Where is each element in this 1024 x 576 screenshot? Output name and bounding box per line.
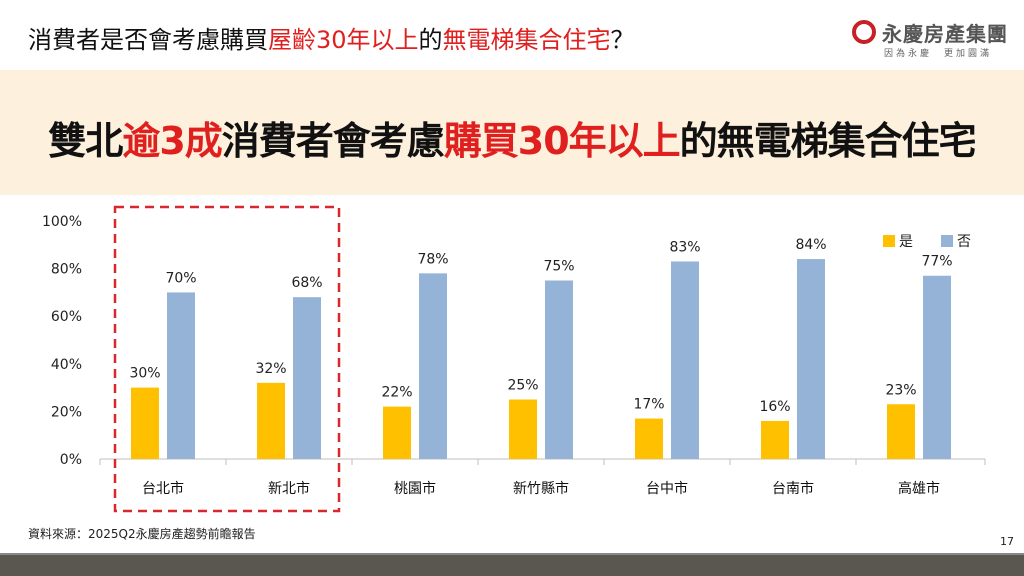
- bar-yes: [761, 420, 789, 459]
- bar-yes: [509, 399, 537, 459]
- bar-no: [167, 292, 195, 459]
- headline: 雙北逾3成消費者會考慮購買30年以上的無電梯集合住宅: [0, 110, 1024, 165]
- data-label: 16%: [759, 399, 790, 415]
- data-label: 32%: [255, 361, 286, 377]
- x-tick-label: 新竹縣市: [513, 480, 569, 497]
- data-label: 22%: [381, 385, 412, 401]
- data-label: 25%: [507, 378, 538, 394]
- headline-band: 雙北逾3成消費者會考慮購買30年以上的無電梯集合住宅: [0, 70, 1024, 195]
- data-label: 75%: [543, 259, 574, 275]
- y-tick-label: 40%: [51, 357, 82, 373]
- y-tick-label: 20%: [51, 404, 82, 420]
- headline-part: 的無電梯集合住宅: [679, 119, 977, 163]
- data-label: 17%: [633, 397, 664, 413]
- data-label: 84%: [795, 237, 826, 253]
- headline-part: 購買30年以上: [443, 119, 681, 163]
- bar-yes: [257, 382, 285, 459]
- data-label: 23%: [885, 382, 916, 398]
- x-tick-label: 台中市: [646, 480, 688, 497]
- y-tick-label: 60%: [51, 309, 82, 325]
- data-label: 30%: [129, 366, 160, 382]
- data-label: 77%: [921, 254, 952, 270]
- slide-title: 消費者是否會考慮購買屋齡30年以上的無電梯集合住宅？: [28, 20, 635, 55]
- title-part: 屋齡30年以上: [268, 26, 419, 54]
- data-label: 83%: [669, 239, 700, 255]
- data-source: 資料來源：2025Q2永慶房產趨勢前瞻報告: [28, 527, 256, 541]
- headline-part: 雙北: [48, 119, 123, 163]
- bar-yes: [383, 406, 411, 459]
- bar-no: [419, 273, 447, 459]
- page-number: 17: [1000, 535, 1014, 548]
- y-tick-label: 0%: [60, 452, 82, 468]
- company-logo: 永慶房產集團 因為永慶 更加圓滿: [852, 18, 1022, 62]
- bar-no: [545, 280, 573, 459]
- logo-name: 永慶房產集團: [882, 22, 1008, 46]
- y-tick-label: 80%: [51, 262, 82, 278]
- bar-chart: 0% 20% 40% 60% 80% 100% 台北市 30% 70% 新北市 32% 68% 桃園市 2…: [42, 205, 986, 513]
- legend-swatch: [883, 235, 895, 247]
- legend-swatch: [941, 235, 953, 247]
- bar-no: [293, 297, 321, 459]
- title-part: 無電梯集合住宅: [442, 26, 611, 54]
- data-label: 78%: [417, 251, 448, 267]
- logo-mark-icon: [852, 20, 876, 44]
- bar-yes: [131, 387, 159, 459]
- data-label: 70%: [165, 270, 196, 286]
- bar-no: [923, 275, 951, 459]
- title-part: 的: [418, 26, 443, 54]
- bar-yes: [635, 418, 663, 459]
- logo-tagline: 因為永慶 更加圓滿: [884, 49, 993, 59]
- title-part: 消費者是否會考慮購買: [28, 26, 268, 54]
- y-tick-label: 100%: [42, 214, 82, 230]
- x-tick-label: 台南市: [772, 480, 814, 497]
- x-tick-label: 台北市: [142, 480, 184, 497]
- title-part: ？: [610, 26, 635, 54]
- bar-yes: [887, 404, 915, 459]
- x-tick-label: 桃園市: [394, 480, 436, 497]
- x-tick-label: 新北市: [268, 480, 310, 497]
- headline-part: 逾3成: [122, 119, 222, 163]
- headline-part: 消費者會考慮: [221, 119, 445, 163]
- data-label: 68%: [291, 275, 322, 291]
- legend-label: 否: [957, 234, 971, 250]
- bar-no: [797, 259, 825, 459]
- footer-bar: [0, 553, 1024, 576]
- x-tick-label: 高雄市: [898, 480, 940, 497]
- legend-label: 是: [899, 234, 913, 250]
- highlight-box: [113, 205, 341, 513]
- bar-no: [671, 261, 699, 459]
